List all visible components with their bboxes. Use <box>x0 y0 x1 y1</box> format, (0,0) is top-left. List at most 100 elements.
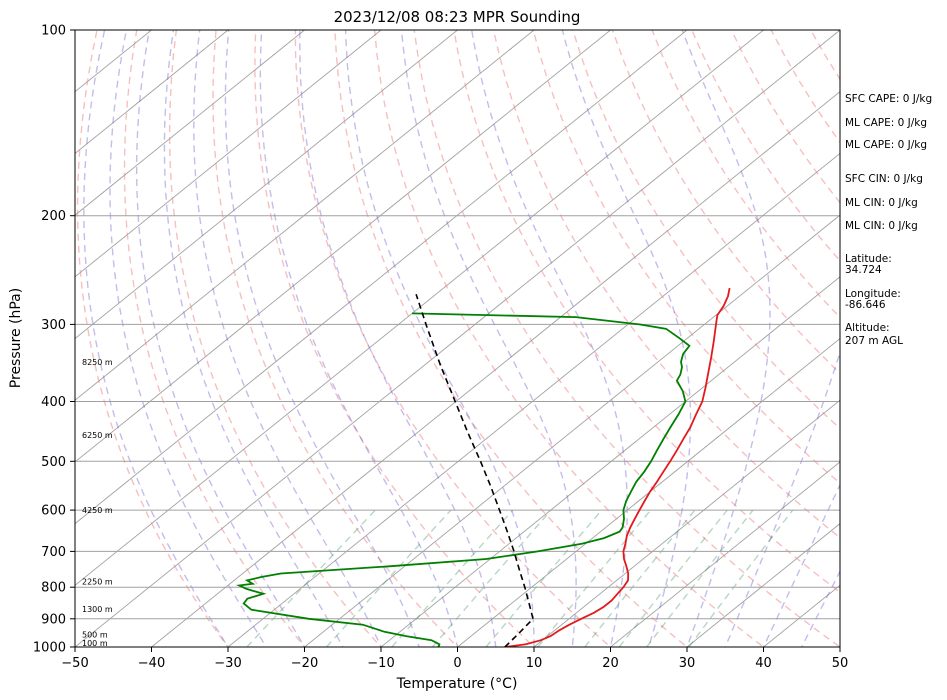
x-tick-label: −50 <box>61 656 88 671</box>
isotherm <box>75 30 229 155</box>
y-tick-label: 1000 <box>33 641 66 656</box>
altitude-label: Altitude: <box>845 322 890 334</box>
x-tick-label: 10 <box>526 656 543 671</box>
latitude-value: 34.724 <box>845 264 882 276</box>
height-label: 8250 m <box>82 358 113 367</box>
dry-adiabat <box>76 30 229 647</box>
x-tick-label: 30 <box>679 656 696 671</box>
ml-cin-text-2: ML CIN: 0 J/kg <box>845 220 918 232</box>
longitude-label: Longitude: <box>845 288 901 300</box>
height-label: 4250 m <box>82 506 113 515</box>
y-tick-label: 500 <box>41 455 66 470</box>
x-tick-label: −10 <box>367 656 394 671</box>
y-tick-label: 600 <box>41 504 66 519</box>
isotherm <box>609 461 840 647</box>
x-axis-title: Temperature (°C) <box>396 676 518 692</box>
x-tick-label: 0 <box>453 656 461 671</box>
isotherm <box>227 152 840 647</box>
moist-adiabat <box>400 30 577 647</box>
temperature-profile <box>504 287 731 647</box>
x-tick-label: 40 <box>755 656 772 671</box>
ml-cape-text-1: ML CAPE: 0 J/kg <box>845 117 927 129</box>
isotherm <box>456 337 840 647</box>
y-tick-label: 900 <box>41 612 66 627</box>
isotherm <box>150 91 840 647</box>
dry-adiabat <box>168 30 382 647</box>
moist-adiabat <box>561 30 692 647</box>
axes: −50 −40 −30 −20 −10 0 10 20 30 40 50 1000 900 800 700 6… <box>33 24 848 672</box>
dry-adiabat <box>254 30 536 647</box>
mixing-ratio-line <box>391 509 514 647</box>
dry-adiabat <box>930 30 947 660</box>
dry-adiabat <box>212 30 459 647</box>
chart-title: 2023/12/08 08:23 MPR Sounding <box>334 8 581 26</box>
height-label: 500 m <box>82 631 108 640</box>
mixing-ratio-line <box>325 509 452 647</box>
isotherm <box>75 30 840 647</box>
reference-lines <box>75 30 947 660</box>
isotherm <box>533 399 840 647</box>
moist-adiabat <box>109 30 268 647</box>
dry-adiabat <box>373 30 765 647</box>
profile-lines <box>235 287 731 647</box>
y-tick-label: 800 <box>41 581 66 596</box>
x-tick-label: −20 <box>291 656 318 671</box>
moist-adiabat <box>224 30 421 647</box>
x-tick-label: −40 <box>138 656 165 671</box>
dry-adiabat <box>453 30 840 594</box>
moist-adiabat <box>135 30 306 647</box>
thermo-info-panel: SFC CAPE: 0 J/kg ML CAPE: 0 J/kg ML CAPE… <box>845 93 932 347</box>
y-tick-label: 100 <box>41 24 66 39</box>
dry-adiabat <box>651 30 840 319</box>
moist-adiabat <box>299 30 497 647</box>
ml-cape-text-2: ML CAPE: 0 J/kg <box>845 139 927 151</box>
moist-adiabat <box>83 30 229 647</box>
isotherm <box>75 30 612 463</box>
dry-adiabat <box>123 30 306 647</box>
isotherm <box>75 30 765 586</box>
height-label: 100 m <box>82 639 108 648</box>
isotherm <box>75 30 688 525</box>
dewpoint-profile <box>235 312 691 647</box>
x-tick-label: 50 <box>832 656 849 671</box>
dry-adiabat <box>572 30 840 430</box>
latitude-label: Latitude: <box>845 253 892 265</box>
moist-adiabat <box>163 30 344 647</box>
y-axis-title: Pressure (hPa) <box>8 288 24 388</box>
moist-adiabat <box>681 30 771 647</box>
isotherm <box>75 30 459 340</box>
longitude-value: -86.646 <box>845 299 886 311</box>
isotherm <box>75 30 535 401</box>
isotherm <box>75 30 382 278</box>
isotherm <box>686 523 840 647</box>
x-tick-label: 20 <box>602 656 619 671</box>
sfc-cape-text: SFC CAPE: 0 J/kg <box>845 93 932 105</box>
dry-adiabat <box>294 30 612 647</box>
dry-adiabat <box>532 30 840 485</box>
mixing-ratio-line <box>246 509 376 647</box>
sfc-cin-text: SFC CIN: 0 J/kg <box>845 173 923 185</box>
y-tick-label: 400 <box>41 395 66 410</box>
altitude-value: 207 m AGL <box>845 335 903 347</box>
parcel-profile <box>415 293 534 647</box>
height-label: 6250 m <box>82 431 113 440</box>
moist-adiabat <box>259 30 459 647</box>
dry-adiabat <box>413 30 840 647</box>
moist-adiabat <box>193 30 382 647</box>
isotherm <box>75 30 306 216</box>
moist-adiabat <box>723 30 840 647</box>
ml-cin-text-1: ML CIN: 0 J/kg <box>845 197 918 209</box>
isotherm <box>303 214 840 647</box>
height-label: 2250 m <box>82 578 113 587</box>
moist-adiabat <box>800 569 840 647</box>
y-tick-label: 700 <box>41 545 66 560</box>
x-tick-label: −30 <box>214 656 241 671</box>
height-label: 1300 m <box>82 605 113 614</box>
y-tick-label: 300 <box>41 318 66 333</box>
isotherm <box>380 276 840 647</box>
moist-adiabat <box>761 483 840 647</box>
y-tick-label: 200 <box>41 209 66 224</box>
